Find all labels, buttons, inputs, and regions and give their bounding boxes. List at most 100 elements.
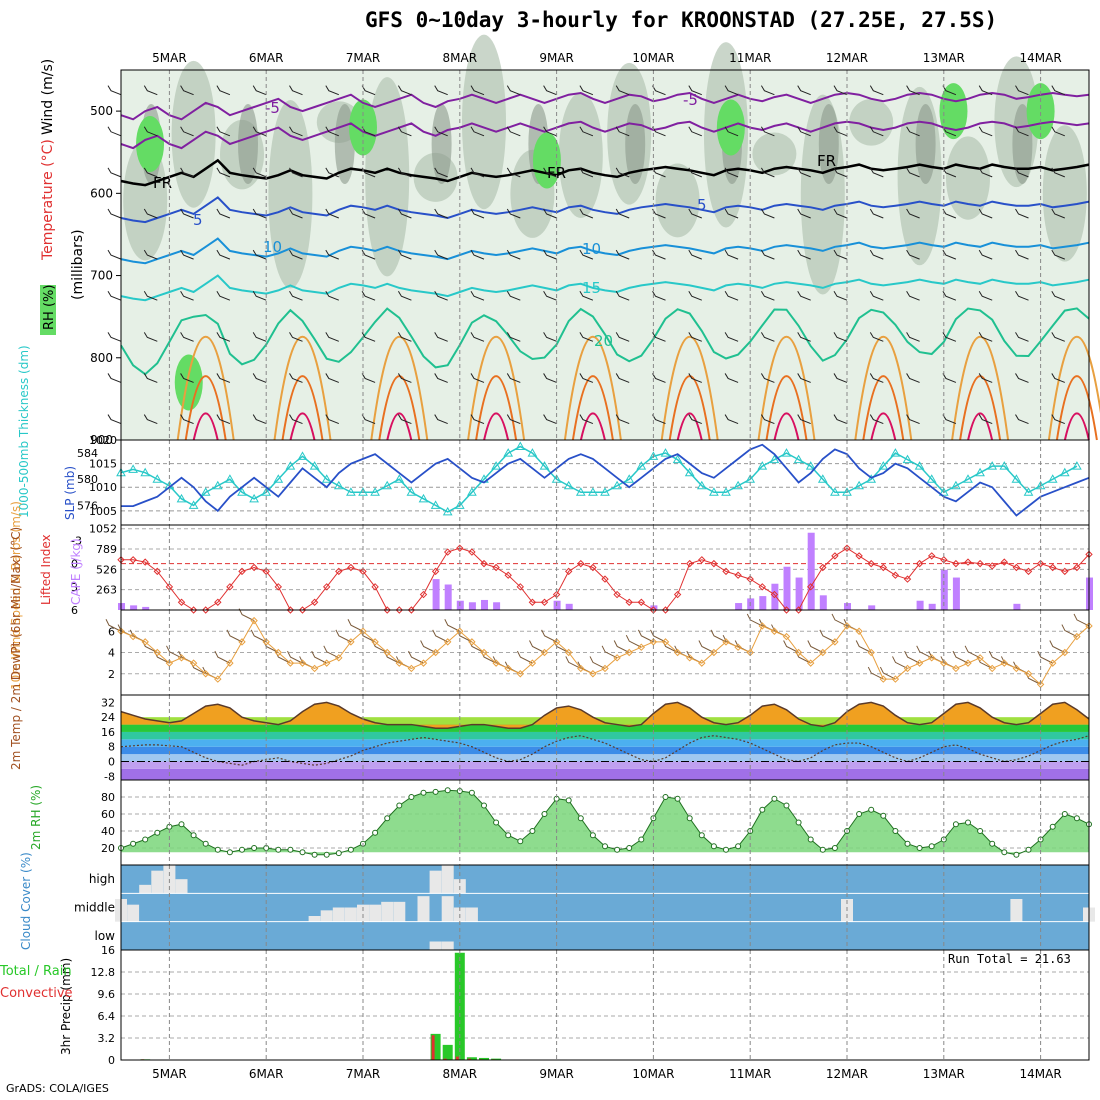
surface-wind-barb	[904, 650, 920, 664]
wind-barb	[615, 373, 630, 383]
cloud-level-label: low	[95, 929, 116, 943]
lifted-index-point	[129, 556, 137, 564]
wind-barb	[434, 85, 448, 96]
cape-bar	[783, 566, 791, 610]
wind-tick-label: 2	[108, 668, 115, 681]
rh-point	[928, 843, 935, 850]
wind-speed-point	[153, 648, 162, 657]
thickness-point	[249, 493, 259, 503]
wind-speed-point	[964, 659, 972, 667]
wind-barb	[180, 290, 194, 301]
wind-barb	[760, 290, 775, 301]
wind-speed-point	[722, 638, 730, 646]
thickness-point	[830, 487, 840, 496]
lifted-index-point	[952, 559, 960, 568]
warm-isotherm	[862, 375, 905, 441]
thickness-point	[575, 487, 586, 496]
wind-speed-point	[286, 659, 295, 667]
thickness-point	[914, 461, 925, 470]
wind-barb	[869, 208, 884, 219]
thickness-point	[987, 461, 998, 470]
wind-barb	[1015, 373, 1029, 383]
rh-point	[372, 829, 379, 836]
cloud-bar-middle	[381, 901, 394, 922]
wind-speed-point	[673, 648, 682, 657]
rh-point	[239, 846, 245, 853]
wind-barb	[942, 332, 957, 342]
rh-tick-label: 20	[101, 842, 115, 855]
temp-color-band	[121, 739, 1089, 747]
cloud-bar-middle	[308, 916, 321, 922]
thickness-point	[539, 461, 550, 470]
dewpoint-line	[120, 735, 1090, 766]
temp-color-band	[121, 768, 1089, 780]
day-label-bottom: 12MAR	[826, 1067, 868, 1081]
rh-point	[541, 811, 548, 817]
thickness-point	[527, 448, 538, 457]
rh-point	[892, 828, 899, 834]
cape-bar	[468, 602, 476, 610]
wind-barb	[615, 85, 630, 96]
warm-isotherm	[289, 412, 316, 441]
wind-barb	[869, 249, 884, 260]
temp-color-band	[121, 731, 1089, 740]
isotherm-label: FR	[153, 174, 172, 192]
thickness-point	[709, 487, 719, 496]
wind-barb	[506, 332, 521, 342]
wind-barb	[180, 208, 194, 219]
wind-speed-point	[903, 664, 912, 673]
wind-barb	[216, 414, 231, 425]
rh-point	[202, 840, 209, 847]
wind-barb	[143, 332, 158, 342]
thickness-point	[225, 474, 235, 483]
surface-wind-barb	[408, 650, 424, 664]
slp-tick-label: 1015	[89, 458, 117, 471]
plus15-isotherm	[120, 274, 1090, 302]
wind-speed-point	[589, 670, 597, 678]
footer-credit: GrADS: COLA/IGES	[6, 1082, 109, 1095]
rh-point	[1061, 811, 1068, 817]
wind-barb	[652, 249, 666, 260]
wind-barb	[760, 414, 775, 425]
rh-point	[226, 849, 233, 856]
thickness-point	[1035, 480, 1046, 490]
wind-barb	[1051, 208, 1065, 219]
thickness-point	[951, 480, 961, 490]
wind-speed-point	[710, 648, 718, 657]
wind-barb	[833, 373, 848, 383]
wind-barb	[325, 414, 339, 425]
lifted-index-line	[121, 547, 1090, 611]
wind-barb	[1015, 85, 1029, 96]
wind-speed-line	[120, 619, 1090, 686]
thickness-point	[188, 500, 199, 509]
warm-isotherm	[571, 375, 614, 441]
wind-barb	[361, 249, 376, 260]
wind-barb	[543, 126, 557, 137]
wind-barb	[252, 332, 267, 342]
wind-barb	[797, 290, 811, 301]
cape-bar	[952, 577, 960, 610]
wind-speed-point	[516, 670, 525, 678]
thickness-point	[382, 480, 393, 490]
wind-speed-point	[492, 659, 500, 667]
rh-point	[952, 821, 959, 828]
thickness-point	[370, 487, 380, 496]
cape-bar	[795, 577, 803, 610]
lifted-index-point	[250, 563, 258, 572]
wind-barb	[688, 290, 702, 301]
lifted-index-point	[419, 590, 428, 599]
wind-barb	[579, 373, 594, 383]
thickness-point	[733, 480, 743, 490]
wind-barb	[252, 249, 267, 260]
lifted-index-point	[879, 563, 888, 572]
wind-barb	[434, 249, 448, 260]
day-label-top: 14MAR	[1020, 51, 1062, 65]
isotherm-label: FR	[817, 152, 836, 170]
cape-bar	[735, 603, 743, 610]
surface-wind-barb	[541, 629, 557, 643]
wind-barbs-upper	[107, 85, 1065, 425]
lifted-index-point	[480, 559, 488, 568]
precip-total-bar	[491, 1058, 502, 1060]
thickness-point	[418, 493, 429, 503]
wind-barb	[216, 167, 231, 178]
